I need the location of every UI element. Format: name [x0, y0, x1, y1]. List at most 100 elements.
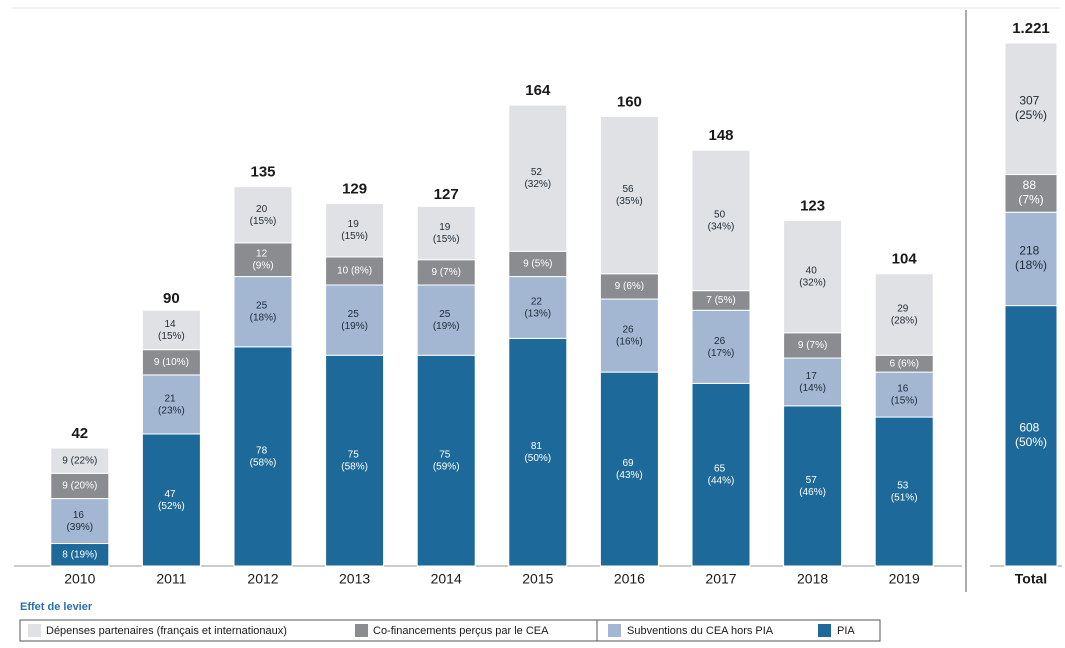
bar-segment [416, 259, 476, 286]
value-label-part: 29 [897, 303, 911, 314]
value-label-part: 81 [531, 441, 545, 452]
total-label: 129 [342, 180, 367, 197]
bar-segment [783, 219, 843, 334]
x-tick-label: 2017 [705, 571, 736, 587]
bar-segment [874, 273, 934, 356]
value-label-part: 16 [73, 510, 87, 521]
value-label-part: 21 [164, 393, 178, 404]
value-label-part: (15%) [891, 395, 918, 406]
value-label-part: (17%) [708, 347, 735, 358]
value-label: 20 (15%) [250, 203, 277, 226]
value-label: 9 (22%) [62, 455, 97, 466]
value-label: 26 (16%) [616, 324, 643, 347]
legend-swatch [355, 624, 368, 637]
legend-label: PIA [837, 625, 855, 637]
value-label: 22 (13%) [524, 296, 551, 319]
total-label: 160 [617, 93, 642, 110]
value-label-part: 19 [348, 219, 362, 230]
value-label-part: 608 [1019, 421, 1042, 435]
value-label-part: 26 [714, 335, 728, 346]
value-label-part: 17 [806, 371, 820, 382]
value-label: 19 (15%) [433, 222, 460, 245]
bar-segment [783, 357, 843, 407]
value-label-part: 52 [531, 167, 545, 178]
value-label-part: (15%) [158, 331, 185, 342]
legend-box [19, 619, 881, 642]
value-label-part: 218 [1019, 244, 1042, 258]
value-label-part: 307 [1019, 94, 1042, 108]
value-label-part: 57 [806, 475, 820, 486]
total-label: 164 [525, 82, 551, 99]
bar-segment [874, 416, 934, 567]
total-label: 123 [800, 197, 825, 214]
bar-segment [325, 203, 385, 258]
x-tick-label: 2019 [889, 571, 920, 587]
value-label: 47 (52%) [158, 489, 185, 512]
value-label: 57 (46%) [799, 475, 826, 498]
value-label: 53 (51%) [891, 480, 918, 503]
value-label-part: (14%) [799, 383, 826, 394]
value-label: 16 (39%) [66, 510, 93, 533]
value-label: 88 (7%) [1018, 178, 1043, 206]
x-tick-label: 2014 [431, 571, 462, 587]
bar-segment [233, 186, 293, 244]
bar-segment [783, 405, 843, 567]
value-label-part: 14 [164, 319, 178, 330]
legend-label: Dépenses partenaires (français et intern… [46, 625, 287, 637]
total-label: 90 [163, 290, 180, 307]
value-label-part: (7%) [1018, 193, 1043, 207]
value-label-part: (19%) [433, 321, 460, 332]
value-label: 17 (14%) [799, 371, 826, 394]
bar-segment [508, 104, 568, 252]
value-label-part: (46%) [799, 487, 826, 498]
value-label-part: (15%) [341, 231, 368, 242]
value-label: 40 (32%) [799, 265, 826, 288]
bar-segment [1004, 211, 1058, 307]
bar-segment [141, 374, 201, 435]
value-label-part: (9%) [252, 260, 273, 271]
value-label-part: 25 [256, 300, 270, 311]
value-label-part: (15%) [433, 234, 460, 245]
total-label: 104 [892, 251, 918, 268]
value-label: 9 (10%) [154, 357, 189, 368]
value-label-part: (50%) [1015, 435, 1047, 449]
value-label: 21 (23%) [158, 393, 185, 416]
value-label: 25 (18%) [250, 300, 277, 323]
bar-segment [325, 256, 385, 286]
total-label: 42 [71, 425, 88, 442]
value-label-part: (50%) [524, 453, 551, 464]
bar-segment [599, 115, 659, 275]
x-tick-label: 2013 [339, 571, 370, 587]
bar-segment [691, 382, 751, 567]
value-label-part: (23%) [158, 405, 185, 416]
bar-segment [1004, 42, 1058, 176]
value-label-part: (25%) [1015, 108, 1047, 122]
bar-segment [783, 332, 843, 359]
value-label-part: 65 [714, 463, 728, 474]
value-label: 56 (35%) [616, 184, 643, 207]
value-label: 14 (15%) [158, 319, 185, 342]
value-label: 81 (50%) [524, 441, 551, 464]
x-tick-label: 2011 [156, 571, 186, 587]
value-label: 608 (50%) [1015, 421, 1047, 449]
value-label: 19 (15%) [341, 219, 368, 242]
value-label-part: (18%) [250, 312, 277, 323]
value-label: 25 (19%) [341, 309, 368, 332]
value-label-part: (16%) [616, 336, 643, 347]
bar-segment [50, 447, 110, 474]
total-label: 1.221 [1012, 20, 1050, 37]
value-label: 9 (5%) [523, 259, 552, 270]
x-tick-label: 2016 [614, 571, 645, 587]
value-label: 6 (6%) [889, 358, 918, 369]
value-label-part: (58%) [341, 461, 368, 472]
bar-segment [141, 349, 201, 376]
value-label-part: 19 [439, 222, 453, 233]
value-label-part: 16 [897, 383, 911, 394]
value-label: 75 (58%) [341, 449, 368, 472]
value-label-part: 47 [164, 489, 178, 500]
value-label-part: 78 [256, 445, 270, 456]
bar-segment [599, 273, 659, 300]
x-tick-label: Total [1015, 571, 1047, 587]
bar-segment [233, 242, 293, 278]
